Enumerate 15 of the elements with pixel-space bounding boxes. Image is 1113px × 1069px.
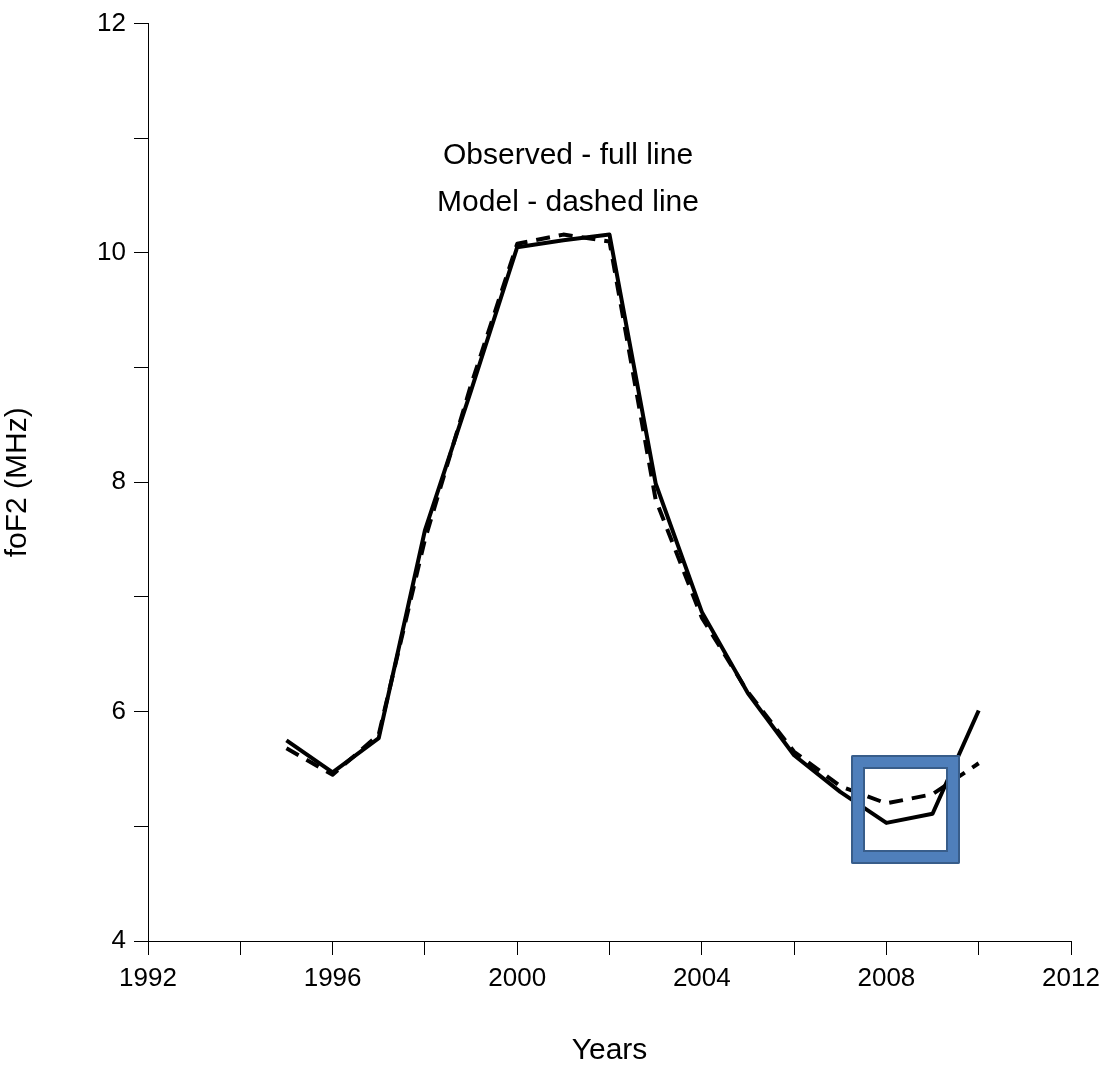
y-axis-title: foF2 (MHz) bbox=[0, 407, 33, 558]
y-tick-label: 4 bbox=[111, 924, 126, 955]
y-tick-label: 8 bbox=[111, 465, 126, 496]
x-tick-label: 2008 bbox=[857, 961, 916, 992]
annotation: Model - dashed line bbox=[437, 184, 699, 218]
x-tick-label: 2000 bbox=[488, 961, 547, 992]
annotation: Observed - full line bbox=[442, 137, 694, 171]
y-tick-label: 12 bbox=[97, 6, 126, 37]
x-tick-label: 2012 bbox=[1042, 961, 1100, 992]
x-tick-label: 2004 bbox=[672, 961, 731, 992]
x-tick-label: 1996 bbox=[303, 961, 362, 992]
y-tick-label: 10 bbox=[97, 236, 126, 267]
y-tick-label: 6 bbox=[111, 694, 126, 725]
x-axis-title: Years bbox=[571, 1032, 648, 1066]
x-tick-label: 1992 bbox=[119, 961, 177, 992]
